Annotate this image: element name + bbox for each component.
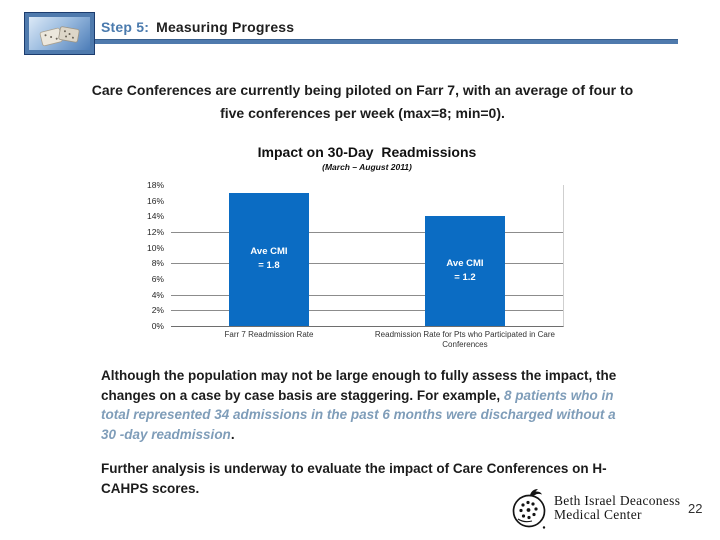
bird-glyph <box>530 489 542 496</box>
y-axis-tick-label: 6% <box>151 274 164 284</box>
chart-x-axis: Farr 7 Readmission Rate Readmission Rate … <box>171 330 563 350</box>
chart-plot: Ave CMI = 1.8 Ave CMI = 1.2 <box>171 185 564 327</box>
y-axis-tick-label: 2% <box>151 305 164 316</box>
y-axis-tick-label: 14% <box>146 211 164 222</box>
dice-illustration <box>39 26 80 47</box>
y-axis-tick-label: 12% <box>146 227 164 237</box>
gridline <box>171 310 563 312</box>
chart-y-axis: 18% 16% 14% 12% 10% 8% 6% 4% 2% 0% <box>134 180 168 331</box>
y-axis-tick-label: 8% <box>151 258 164 269</box>
y-axis-tick-label: 16% <box>146 195 164 206</box>
paragraph-period: . <box>230 426 235 442</box>
org-name: Beth Israel Deaconess Medical Center <box>554 494 680 521</box>
org-name-line2: Medical Center <box>554 506 642 522</box>
x-axis-category-label: Farr 7 Readmission Rate <box>224 330 314 339</box>
bar-1: Ave CMI = 1.8 <box>229 192 309 326</box>
slide-title: Step 5: Measuring Progress <box>101 19 294 35</box>
header-divider-rule <box>95 39 678 44</box>
chart-title: Impact on 30-Day Readmissions <box>257 144 477 160</box>
bar-value-label: Ave CMI = 1.8 <box>250 246 288 272</box>
bidmc-logo-icon <box>508 485 552 533</box>
gridline <box>171 232 563 233</box>
x-axis-category-label: Readmission Rate for Pts who Participate… <box>374 330 555 349</box>
dice-photo <box>29 17 90 50</box>
step-label: Step 5: <box>101 19 150 35</box>
slide-title-text: Measuring Progress <box>156 19 295 35</box>
paragraph-plain-text: Although the population may not be large… <box>101 368 617 403</box>
y-axis-tick-label: 10% <box>146 242 164 253</box>
gridline <box>171 263 563 265</box>
bar-value-label: Ave CMI = 1.2 <box>446 258 484 284</box>
paragraph-highlight-text: 8 patients who in total represented 34 a… <box>101 387 616 442</box>
org-name-line1: Beth Israel Deaconess <box>554 493 681 508</box>
chart-subtitle: (March – August 2011) <box>322 162 412 172</box>
body-paragraph-impact: Although the population may not be large… <box>101 366 633 444</box>
y-axis-tick-label: 0% <box>151 321 164 331</box>
gridline <box>171 294 563 296</box>
y-axis-tick-label: 18% <box>146 180 164 190</box>
header-photo-frame <box>24 12 95 55</box>
body-paragraph-further-analysis: Further analysis is underway to evaluate… <box>101 461 607 496</box>
page-number: 22 <box>688 501 703 516</box>
intro-text: Care Conferences are currently being pil… <box>91 82 634 121</box>
bar-2: Ave CMI = 1.2 <box>425 216 505 326</box>
y-axis-tick-label: 4% <box>151 289 164 300</box>
